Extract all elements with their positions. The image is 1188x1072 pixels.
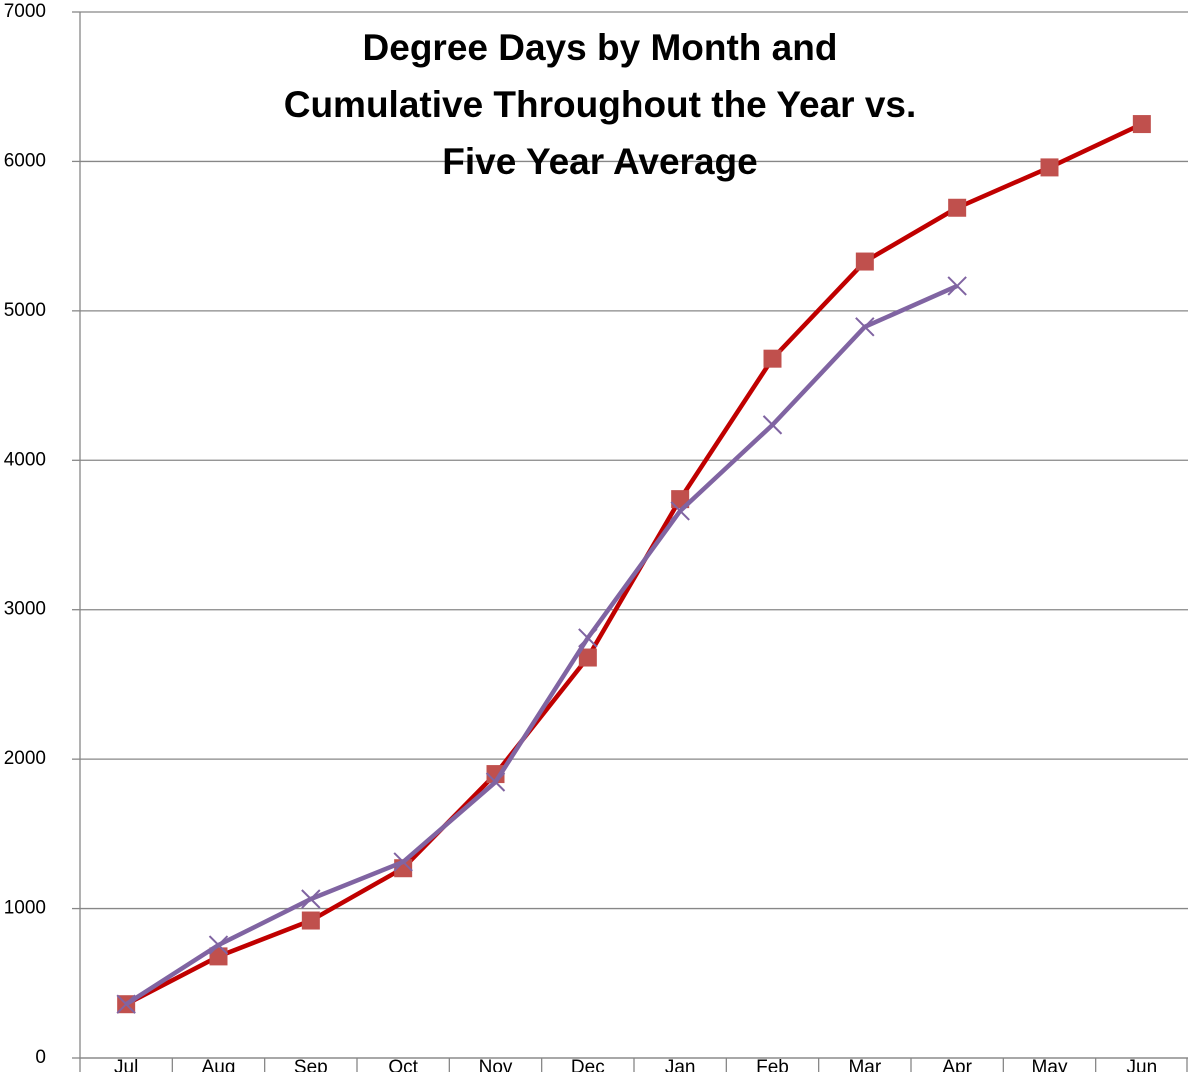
y-tick-label: 0 bbox=[35, 1047, 46, 1068]
marker bbox=[578, 648, 597, 667]
marker bbox=[671, 490, 690, 509]
y-tick-label: 5000 bbox=[4, 300, 46, 321]
x-tick-label: Aug bbox=[202, 1057, 236, 1072]
marker bbox=[301, 911, 320, 930]
y-tick-label: 4000 bbox=[4, 449, 46, 470]
marker bbox=[578, 628, 598, 648]
marker bbox=[209, 947, 228, 966]
marker bbox=[208, 935, 229, 955]
chart-title: Degree Days by Month and bbox=[363, 27, 838, 68]
marker bbox=[948, 198, 967, 217]
x-tick-label: Jan bbox=[665, 1057, 696, 1072]
y-tick-label: 3000 bbox=[4, 599, 46, 620]
series-line bbox=[125, 122, 1143, 1007]
marker bbox=[670, 501, 690, 521]
x-tick-label: Jun bbox=[1127, 1057, 1158, 1072]
y-tick-label: 1000 bbox=[4, 898, 46, 919]
x-tick-label: May bbox=[1032, 1057, 1068, 1072]
marker bbox=[301, 889, 321, 909]
x-tick-label: Oct bbox=[388, 1057, 418, 1072]
y-tick-label: 2000 bbox=[4, 748, 46, 769]
marker bbox=[393, 852, 413, 872]
marker bbox=[485, 772, 506, 792]
x-tick-label: Jul bbox=[114, 1057, 138, 1072]
marker bbox=[763, 349, 782, 368]
x-tick-label: Sep bbox=[294, 1057, 328, 1072]
x-tick-label: Nov bbox=[479, 1057, 513, 1072]
marker bbox=[1040, 158, 1059, 177]
chart-title: Five Year Average bbox=[442, 141, 757, 182]
y-tick-label: 6000 bbox=[4, 150, 46, 171]
x-tick-label: Dec bbox=[571, 1057, 605, 1072]
x-tick-label: Apr bbox=[942, 1057, 972, 1072]
chart-title: Cumulative Throughout the Year vs. bbox=[284, 84, 917, 125]
marker bbox=[762, 415, 783, 435]
series-line bbox=[124, 283, 959, 1007]
y-tick-label: 7000 bbox=[4, 1, 46, 22]
marker bbox=[116, 994, 136, 1014]
marker bbox=[855, 252, 874, 271]
marker bbox=[855, 317, 875, 337]
marker bbox=[947, 276, 967, 296]
marker bbox=[1132, 115, 1151, 134]
x-tick-label: Mar bbox=[848, 1057, 881, 1072]
x-tick-label: Feb bbox=[756, 1057, 789, 1072]
